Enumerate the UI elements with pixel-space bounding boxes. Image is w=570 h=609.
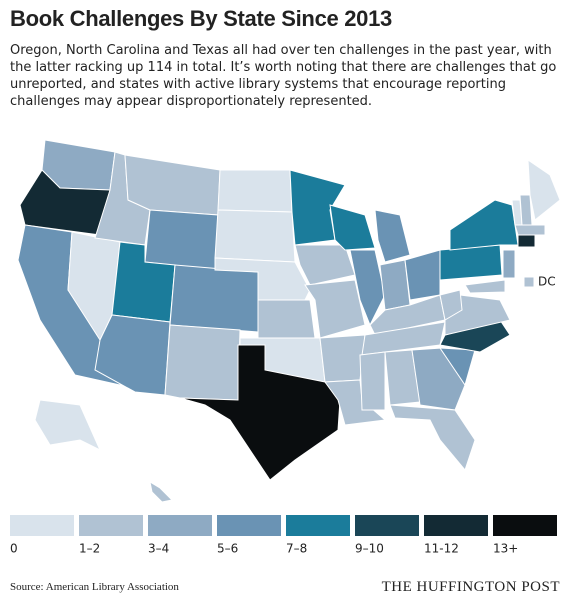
state [517,234,536,248]
state [449,199,519,251]
state [169,264,259,333]
state [164,324,241,401]
state [257,299,316,339]
legend-swatch [10,515,74,536]
legend-label: 9–10 [355,542,384,556]
legend-label: 7–8 [286,542,307,556]
state [304,279,366,339]
state [439,319,511,353]
brand: THE HUFFINGTON POST [381,579,560,595]
state [179,344,341,481]
subtitle: Oregon, North Carolina and Texas all had… [10,43,557,109]
state [502,249,516,279]
legend-swatch [424,515,488,536]
state [389,404,476,472]
legend-swatch [217,515,281,536]
state [464,279,506,294]
legend-label: 0 [10,542,18,556]
state [214,209,296,263]
legend-swatch [286,515,350,536]
legend-label: 13+ [493,542,518,556]
legend-label: 1–2 [79,542,100,556]
legend-swatch [79,515,143,536]
state [144,209,219,271]
dc-label: DC [538,275,556,289]
legend-label: 11-12 [424,542,459,556]
legend-swatch [493,515,557,536]
state [439,347,476,387]
state [527,159,561,221]
state [324,379,387,426]
legend-swatch [355,515,419,536]
state [411,347,466,411]
state [404,249,441,301]
state [217,169,293,213]
state [514,224,546,236]
state [439,289,463,321]
title: Book Challenges By State Since 2013 [10,6,392,31]
state [149,480,174,503]
state [374,209,411,263]
legend-label: 3–4 [148,542,169,556]
state [359,351,386,411]
state [439,244,503,281]
state [319,334,366,383]
legend-swatch [148,515,212,536]
state [94,314,171,396]
source: Source: American Library Association [10,581,179,593]
state [329,204,376,251]
legend-label: 5–6 [217,542,238,556]
state [523,276,535,288]
state [34,399,102,452]
state [519,194,533,226]
state [294,244,356,286]
